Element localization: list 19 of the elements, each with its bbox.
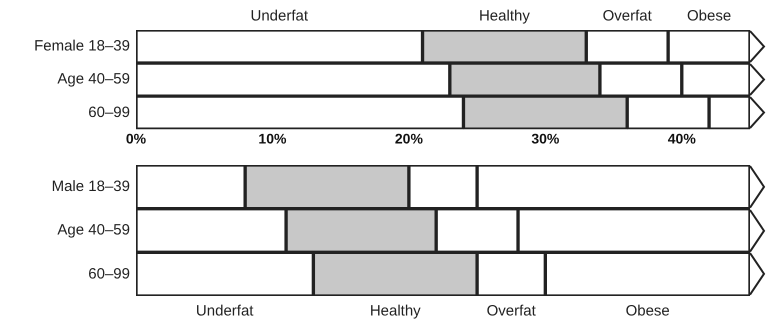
series-label: Obese [626, 302, 670, 320]
y-tick-label: Age 40–59 [57, 222, 130, 239]
x-tick-label: 10% [258, 130, 287, 146]
series-label: Overfat [486, 302, 537, 320]
x-tick-label: 0% [126, 130, 147, 146]
y-tick-label: Male 18–39 [52, 178, 130, 195]
y-tick-label: Age 40–59 [57, 70, 130, 88]
series-label: Underfat [196, 302, 254, 320]
y-tick-label: Female 18–39 [34, 38, 130, 55]
series-label: Obese [686, 8, 732, 25]
series-label: Healthy [478, 8, 530, 25]
x-tick-label: 40% [668, 130, 696, 146]
series-label: Overfat [602, 8, 653, 25]
y-tick-label: 60–99 [88, 265, 130, 282]
x-tick-label: 20% [394, 130, 424, 146]
y-tick-label: 60–99 [88, 104, 130, 121]
x-tick-label: 30% [531, 130, 560, 146]
series-label: Healthy [370, 302, 422, 320]
series-label: Underfat [250, 8, 309, 25]
